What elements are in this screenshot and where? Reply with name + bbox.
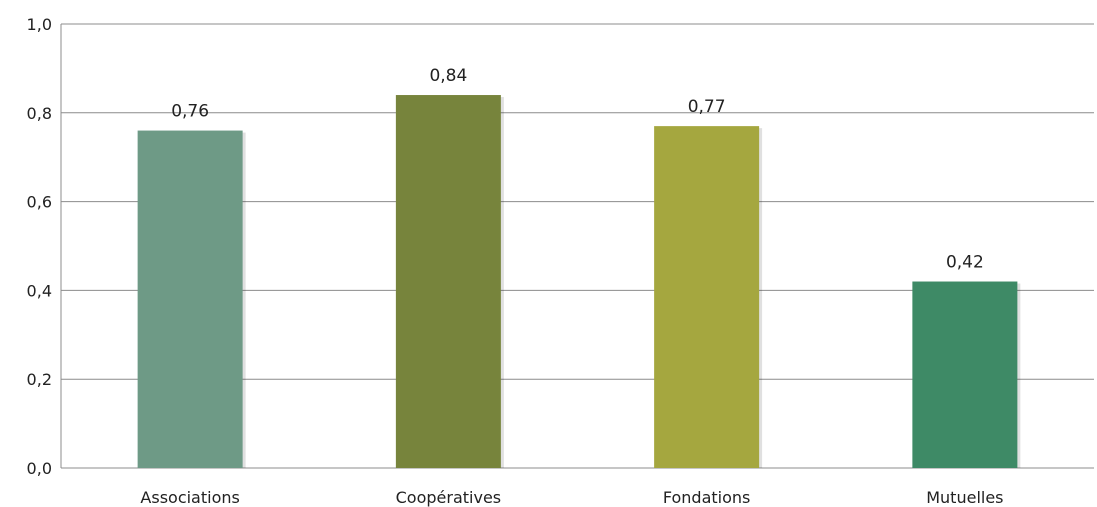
x-tick-label: Mutuelles <box>926 488 1003 507</box>
y-tick-label: 0,2 <box>27 370 52 389</box>
data-label: 0,42 <box>946 253 984 273</box>
bar <box>395 95 501 468</box>
bars-layer <box>137 95 1021 469</box>
bar <box>912 281 1018 468</box>
y-tick-label: 0,8 <box>27 104 52 123</box>
y-tick-label: 0,0 <box>27 459 52 478</box>
bar <box>654 126 760 469</box>
data-label: 0,77 <box>688 97 726 117</box>
y-tick-label: 0,4 <box>27 281 52 300</box>
y-tick-label: 1,0 <box>27 15 52 34</box>
labels-layer: 0,76 Associations 0,84 Coopératives 0,77 Fond… <box>140 66 1003 507</box>
y-tick-label: 0,6 <box>27 193 52 212</box>
x-tick-label: Coopératives <box>396 488 502 507</box>
x-tick-label: Associations <box>140 488 239 507</box>
data-label: 0,76 <box>171 102 209 122</box>
bar <box>137 130 243 468</box>
x-tick-label: Fondations <box>663 488 751 507</box>
axis-layer: 0,0 0,2 0,4 0,6 0,8 1,0 <box>27 15 62 478</box>
data-label: 0,84 <box>429 66 467 86</box>
